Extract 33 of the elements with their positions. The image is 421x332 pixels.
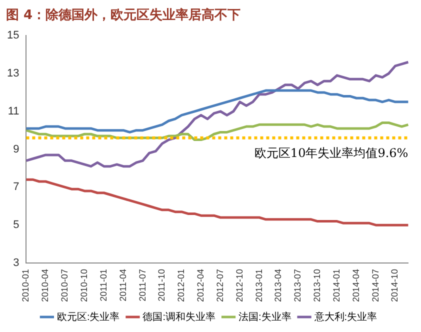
x-tick-label: 2012-04 xyxy=(196,268,206,302)
x-tick-label: 2013-10 xyxy=(312,268,322,302)
y-tick-label: 15 xyxy=(6,30,20,42)
legend-label: 德国:调和失业率 xyxy=(142,310,216,323)
x-tick-label: 2010-07 xyxy=(60,268,70,302)
legend-label: 欧元区:失业率 xyxy=(56,310,120,323)
y-tick-label: 13 xyxy=(6,68,20,80)
x-tick-label: 2012-10 xyxy=(234,268,244,302)
x-tick-label: 2011-01 xyxy=(98,268,108,302)
x-tick-label: 2013-01 xyxy=(254,268,264,302)
x-tick-label: 2011-07 xyxy=(137,268,148,302)
ref-line-label: 欧元区10年失业率均值9.6% xyxy=(254,146,408,160)
x-tick-label: 2014-07 xyxy=(370,268,380,302)
x-tick-label: 2013-04 xyxy=(273,268,284,302)
legend-label: 法国:失业率 xyxy=(238,310,292,323)
y-tick-label: 7 xyxy=(13,181,20,194)
x-tick-label: 2014-04 xyxy=(350,268,361,302)
x-tick-label: 2010-04 xyxy=(40,268,50,302)
x-tick-label: 2010-01 xyxy=(20,268,31,302)
legend-label: 意大利:失业率 xyxy=(313,310,378,323)
x-tick-label: 2010-10 xyxy=(78,268,89,302)
y-tick-label: 9 xyxy=(13,143,20,156)
y-tick-label: 5 xyxy=(13,219,20,232)
x-tick-label: 2014-01 xyxy=(331,268,342,302)
y-tick-label: 11 xyxy=(8,105,20,118)
x-tick-label: 2011-10 xyxy=(156,268,167,302)
x-tick-label: 2012-01 xyxy=(176,268,186,302)
x-tick-label: 2014-10 xyxy=(390,268,400,302)
x-tick-label: 2012-07 xyxy=(214,268,225,302)
x-tick-label: 2013-07 xyxy=(292,268,303,302)
y-tick-label: 3 xyxy=(13,257,20,269)
x-tick-label: 2011-04 xyxy=(118,268,128,302)
chart-title: 图 4：除德国外，欧元区失业率居高不下 xyxy=(5,6,242,25)
